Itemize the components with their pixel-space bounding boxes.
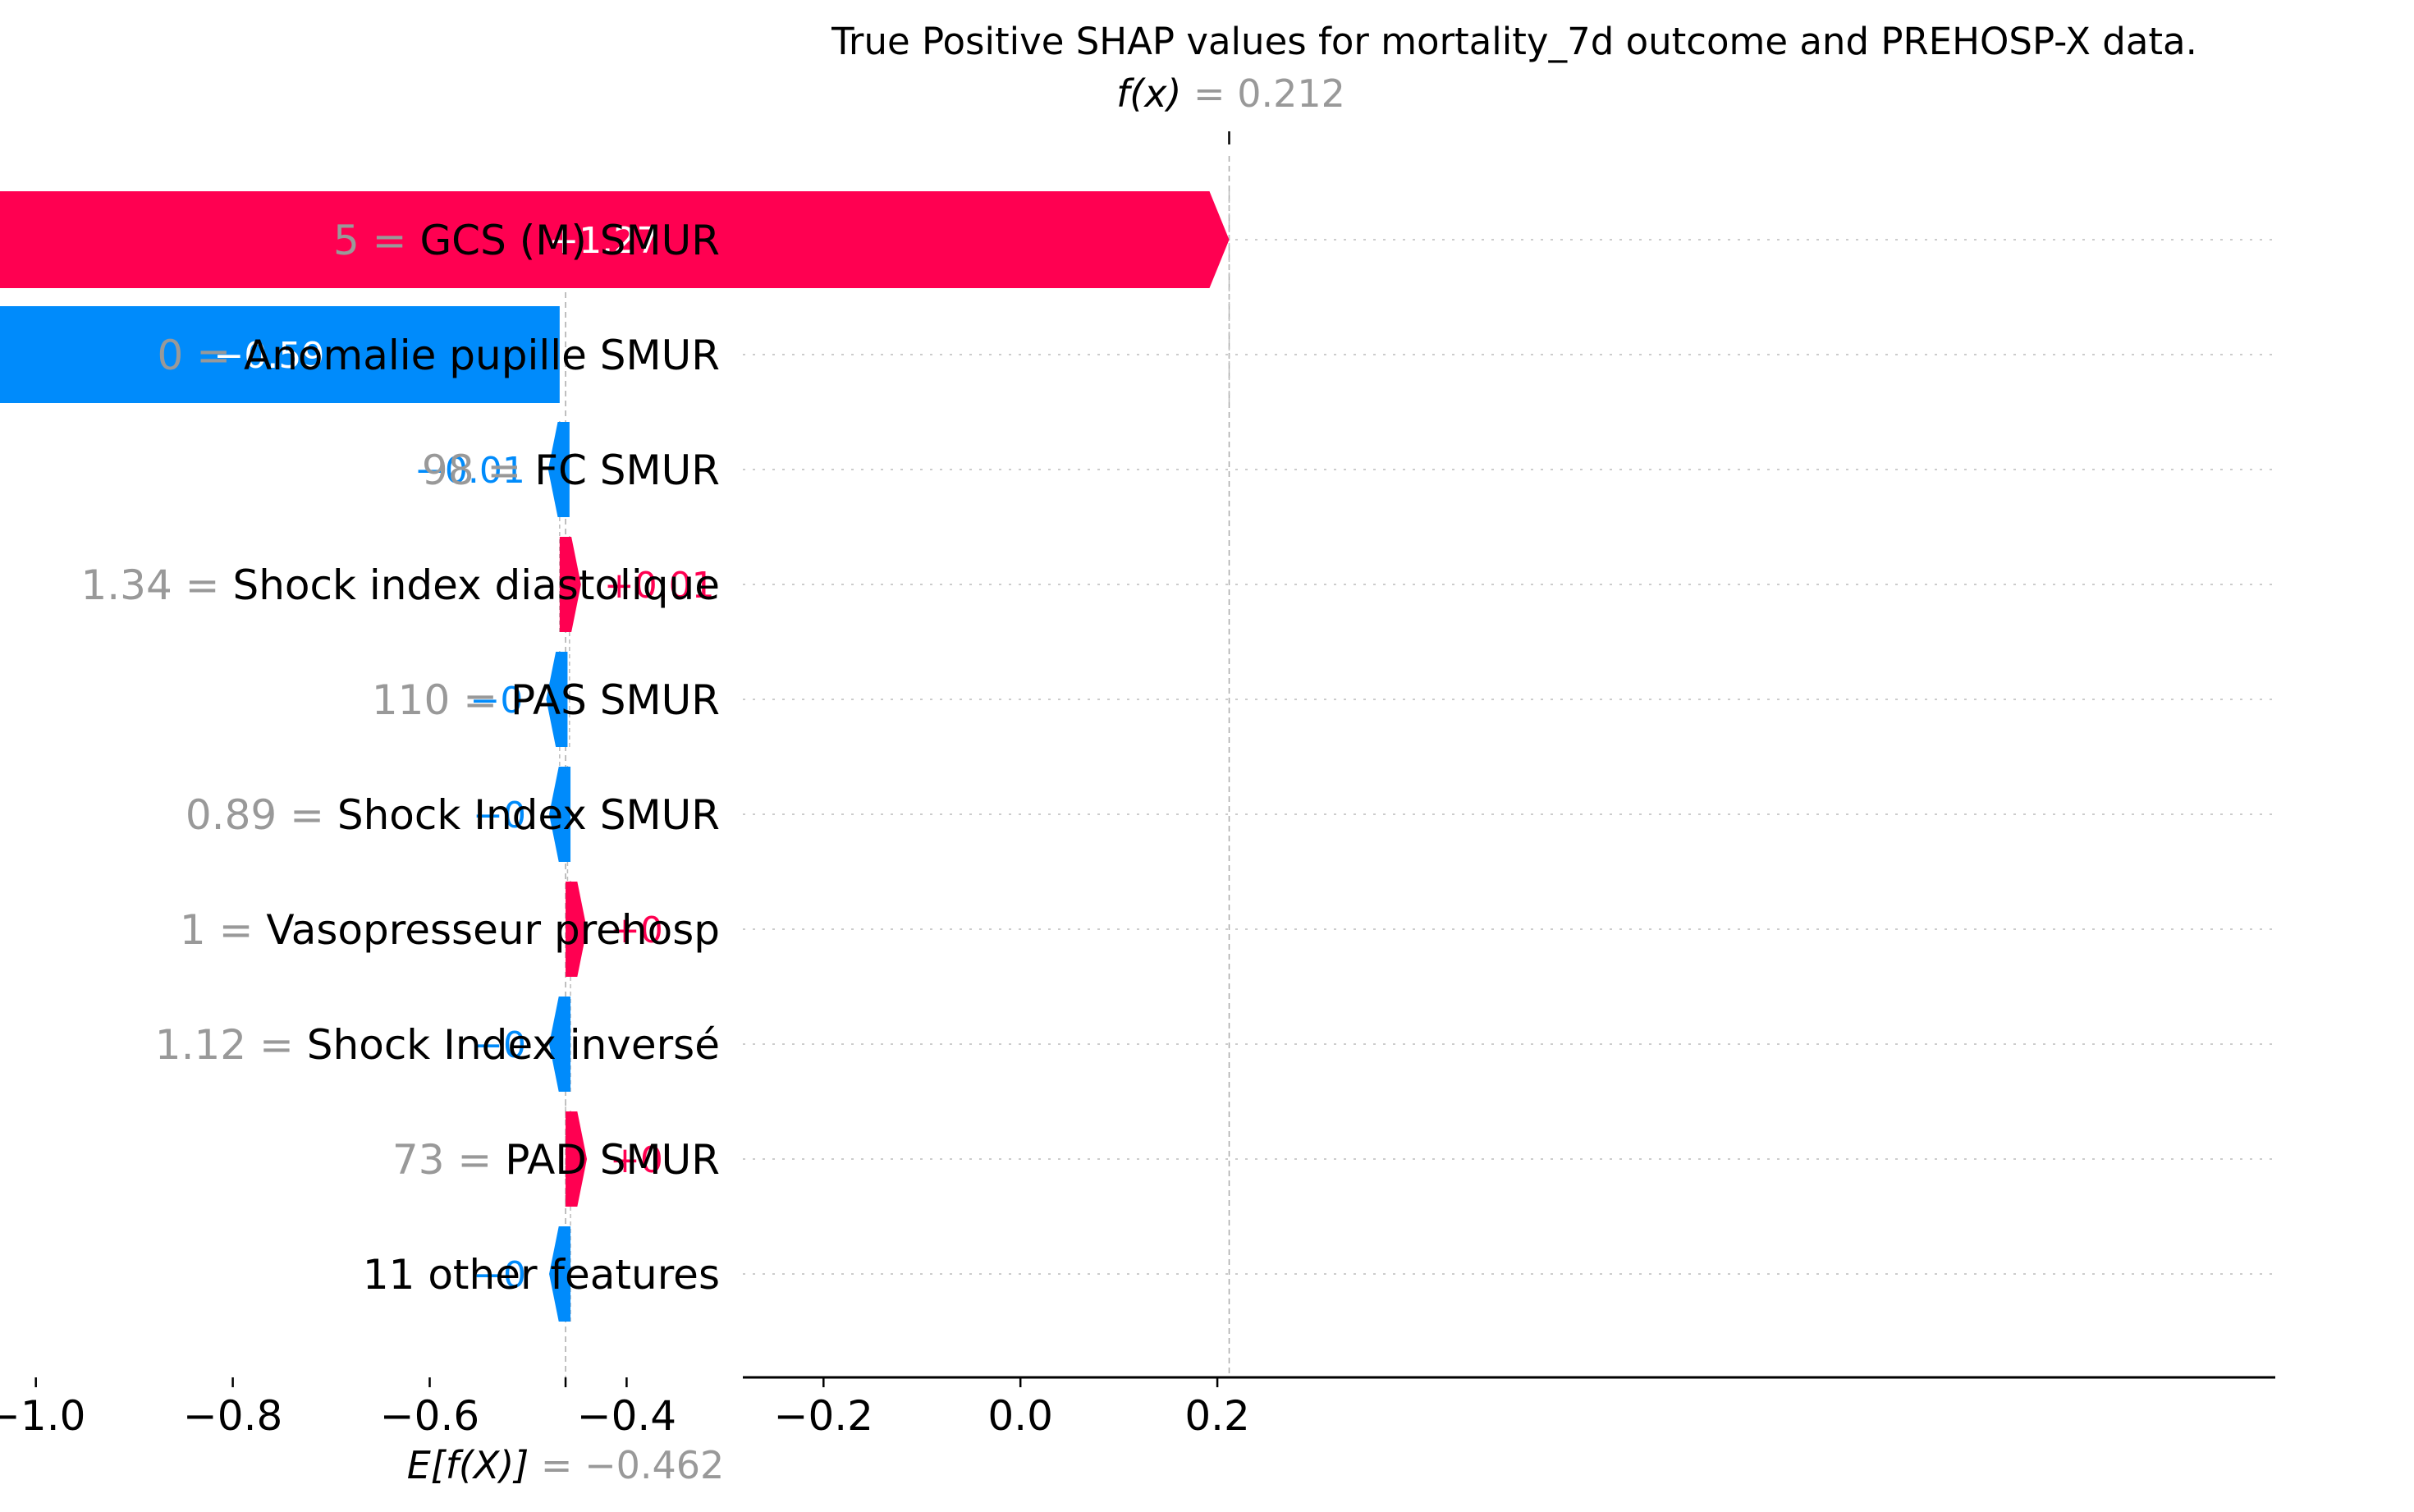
bar-positive: [566, 882, 588, 977]
x-tick-label: −0.6: [380, 1392, 479, 1440]
x-tick-label: −0.4: [577, 1392, 676, 1440]
feature-label: 0.89 = Shock Index SMUR: [186, 791, 720, 839]
x-tick-label: −0.2: [774, 1392, 873, 1440]
bar-negative: [549, 1226, 571, 1322]
x-tick-label: −0.8: [183, 1392, 282, 1440]
feature-label: 0 = Anomalie pupille SMUR: [158, 332, 720, 379]
feature-label: 98 = FC SMUR: [422, 447, 720, 494]
feature-label: 5 = GCS (M) SMUR: [333, 217, 720, 264]
bar-value-label: −0: [473, 795, 526, 836]
bar-value-label: −0: [473, 1024, 526, 1066]
bar-negative: [549, 997, 571, 1092]
bar-negative: [546, 652, 568, 747]
bar-negative: [549, 767, 571, 862]
bar-value-label: −0: [473, 1254, 526, 1296]
bar-value-label: +0: [610, 1139, 663, 1181]
output-value-label: f(x) = 0.212: [1116, 71, 1345, 116]
feature-label: 1.34 = Shock index diastolique: [80, 561, 720, 609]
base-value-label: E[f(X)] = −0.462: [407, 1443, 725, 1487]
x-tick-label: −1.0: [0, 1392, 85, 1440]
bar-positive: [559, 537, 581, 632]
bar-negative: [547, 422, 570, 517]
feature-label: 11 other features: [363, 1251, 720, 1299]
bar-positive: [0, 191, 1230, 288]
bar-positive: [566, 1111, 588, 1207]
x-tick-label: 0.0: [987, 1392, 1053, 1440]
feature-label: 1.12 = Shock Index inversé: [155, 1021, 720, 1069]
bar-value-label: +0.01: [604, 565, 715, 607]
bar-value-label: −0.59: [214, 335, 325, 377]
x-tick-label: 0.2: [1184, 1392, 1250, 1440]
chart-title: True Positive SHAP values for mortality_…: [831, 20, 2197, 63]
bar-value-label: −0: [470, 680, 524, 722]
bar-negative: [0, 306, 560, 403]
bar-value-label: +1.27: [548, 220, 659, 262]
feature-label: 110 = PAS SMUR: [372, 676, 720, 724]
feature-label: 73 = PAD SMUR: [392, 1136, 720, 1184]
feature-label: 1 = Vasopresseur prehosp: [180, 906, 720, 954]
bar-value-label: −0.01: [415, 450, 525, 492]
bar-value-label: +0: [610, 909, 663, 951]
